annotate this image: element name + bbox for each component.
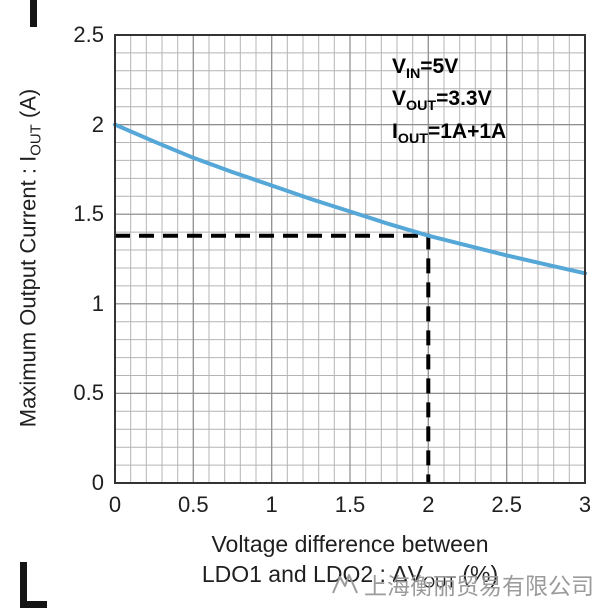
x-axis-title-line1: Voltage difference between	[211, 531, 489, 557]
x-tick-label: 2	[422, 492, 435, 517]
frame-mark-bottom-left-vertical	[20, 562, 27, 608]
frame-mark-bottom-left-horizontal	[20, 601, 47, 608]
watermark-logo-icon	[332, 574, 358, 594]
annotation-line-vout: VOUT=3.3V	[392, 87, 492, 115]
plot-border	[114, 34, 586, 484]
y-axis-title: Maximum Output Current : IOUT (A)	[15, 88, 45, 428]
x-axis-title: Voltage difference between LDO1 and LDO2…	[100, 530, 600, 594]
x-axis-title-line2: LDO1 and LDO2 : ΔVOUT (%)	[201, 560, 499, 592]
y-tick-label: 0	[91, 470, 104, 495]
watermark-text: 上海衡丽贸易有限公司	[364, 573, 594, 599]
x-tick-label: 0	[108, 492, 122, 517]
conditions-annotation: VIN=5V VOUT=3.3V IOUT=1A+1A	[392, 52, 506, 149]
x-tick-label: 3	[578, 492, 592, 517]
watermark: 上海衡丽贸易有限公司	[331, 567, 594, 601]
y-tick-label: 2.5	[73, 22, 104, 47]
y-tick-label: 1.5	[73, 201, 104, 227]
x-tick-label: 1.5	[334, 492, 366, 517]
y-tick-label: 2	[91, 111, 104, 137]
y-tick-label: 0.5	[73, 380, 104, 406]
x-tick-label: 1	[265, 492, 278, 517]
x-tick-label: 2.5	[491, 492, 522, 517]
x-tick-label: 0.5	[178, 492, 209, 517]
max-current-curve	[113, 122, 587, 276]
annotation-line-iout: IOUT=1A+1A	[392, 119, 507, 148]
y-tick-label: 1	[91, 290, 104, 316]
frame-mark-top-left	[30, 0, 37, 27]
annotation-line-vin: VIN=5V	[392, 55, 459, 83]
